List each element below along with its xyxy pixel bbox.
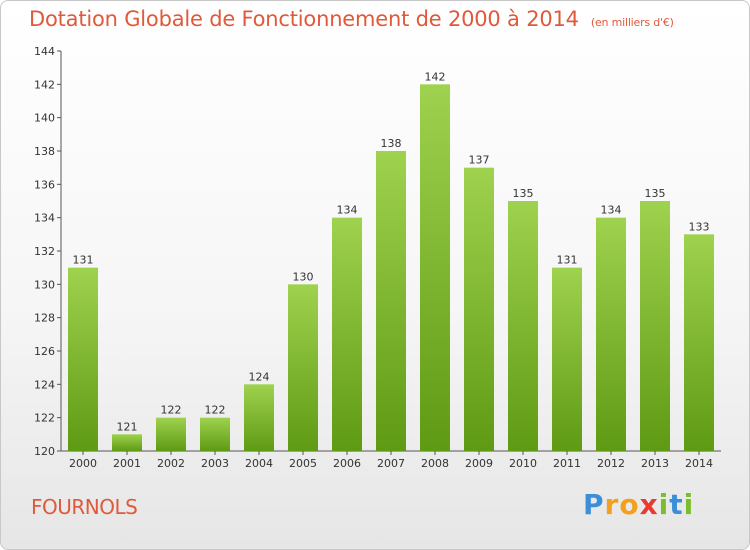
- chart-unit: (en milliers d'€): [590, 16, 674, 29]
- chart-axes: 120 122 124 126 128 130 132 134 136 138 140 142 144 2…: [34, 45, 721, 470]
- y-tick-label: 138: [34, 145, 55, 158]
- bar-2007: [376, 151, 406, 451]
- bar-2001: [112, 434, 142, 451]
- commune-name: FOURNOLS: [31, 495, 138, 519]
- x-tick-label: 2011: [553, 457, 581, 470]
- bar-2014: [684, 234, 714, 451]
- y-tick-label: 130: [34, 278, 55, 291]
- y-tick-label: 132: [34, 245, 55, 258]
- bar-value-label: 131: [73, 254, 94, 267]
- y-tick-label: 142: [34, 78, 55, 91]
- bar-2012: [596, 217, 626, 451]
- bar-value-label: 122: [161, 404, 182, 417]
- bar-2008: [420, 84, 450, 451]
- x-tick-label: 2002: [157, 457, 185, 470]
- x-tick-label: 2013: [641, 457, 669, 470]
- bar-2010: [508, 201, 538, 451]
- bar-value-label: 134: [337, 204, 358, 217]
- y-tick-label: 134: [34, 212, 55, 225]
- y-tick-label: 126: [34, 345, 55, 358]
- y-tick-label: 144: [34, 45, 55, 58]
- bar-value-label: 138: [381, 137, 402, 150]
- x-tick-label: 2006: [333, 457, 361, 470]
- bar-value-label: 133: [689, 220, 710, 233]
- bar-value-label: 135: [645, 187, 666, 200]
- bar-value-label: 142: [425, 70, 446, 83]
- x-tick-label: 2007: [377, 457, 405, 470]
- bar-2000: [68, 267, 98, 451]
- bar-2006: [332, 217, 362, 451]
- x-tick-label: 2009: [465, 457, 493, 470]
- bar-value-label: 130: [293, 270, 314, 283]
- proxiti-logo: Proxiti: [583, 488, 695, 521]
- bar-2002: [156, 417, 186, 451]
- bar-value-label: 137: [469, 154, 490, 167]
- bar-value-label: 122: [205, 404, 226, 417]
- bar-2004: [244, 384, 274, 451]
- y-tick-label: 136: [34, 178, 55, 191]
- y-tick-label: 128: [34, 312, 55, 325]
- bar-2005: [288, 284, 318, 451]
- bar-value-label: 134: [601, 204, 622, 217]
- bar-2013: [640, 201, 670, 451]
- bar-value-label: 121: [117, 420, 138, 433]
- y-tick-label: 124: [34, 378, 55, 391]
- x-tick-label: 2001: [113, 457, 141, 470]
- chart-title-text: Dotation Globale de Fonctionnement de 20…: [29, 7, 579, 31]
- chart-bars: 131 121 122 122 124 130 134 138 142 137 135 131 134 1…: [68, 70, 714, 451]
- x-tick-label: 2012: [597, 457, 625, 470]
- x-tick-label: 2014: [685, 457, 713, 470]
- bar-value-label: 131: [557, 254, 578, 267]
- y-tick-label: 122: [34, 412, 55, 425]
- x-tick-label: 2008: [421, 457, 449, 470]
- bar-value-label: 135: [513, 187, 534, 200]
- chart-title: Dotation Globale de Fonctionnement de 20…: [29, 7, 674, 31]
- bar-2009: [464, 167, 494, 451]
- y-tick-label: 140: [34, 112, 55, 125]
- x-tick-label: 2010: [509, 457, 537, 470]
- x-tick-label: 2004: [245, 457, 273, 470]
- x-tick-label: 2000: [69, 457, 97, 470]
- x-tick-label: 2005: [289, 457, 317, 470]
- y-tick-label: 120: [34, 445, 55, 458]
- bar-2003: [200, 417, 230, 451]
- x-tick-label: 2003: [201, 457, 229, 470]
- bar-2011: [552, 267, 582, 451]
- bar-value-label: 124: [249, 370, 270, 383]
